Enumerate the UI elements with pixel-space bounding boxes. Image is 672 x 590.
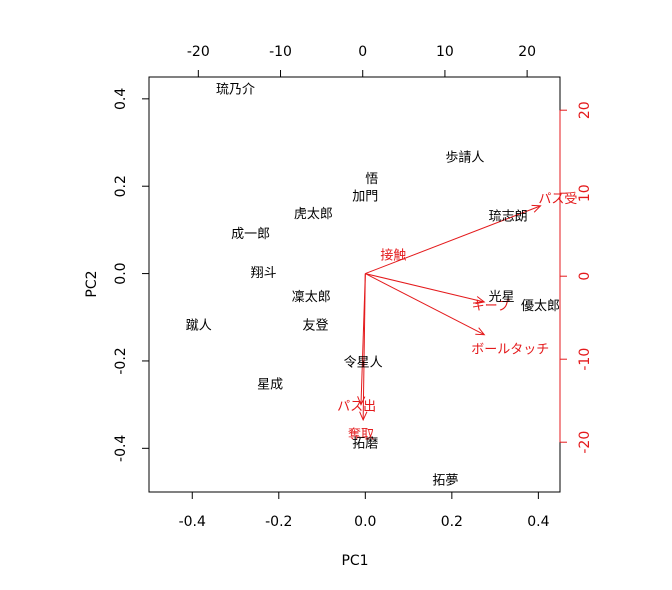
y-tick-label: -0.4	[113, 435, 129, 462]
point-label: 琉乃介	[216, 83, 255, 98]
point-label: 友登	[303, 318, 329, 334]
point-label: 歩請人	[445, 150, 484, 165]
right-tick-label: 0	[577, 272, 593, 281]
variable-arrowhead	[475, 296, 486, 305]
variable-label: パス受	[538, 192, 577, 207]
point-label: 成一郎	[231, 227, 270, 242]
point-label: 悟	[365, 172, 378, 187]
x-tick-label: -0.4	[179, 514, 206, 530]
point-label: 光星	[489, 290, 515, 305]
variable-arrow	[365, 273, 485, 336]
top-axis: -20 -10 0 10 20	[187, 44, 536, 78]
point-label: 虎太郎	[294, 207, 333, 222]
variable-label: 接触	[380, 248, 406, 264]
point-label: 星成	[257, 377, 283, 392]
top-tick-label: 20	[518, 44, 536, 60]
variable-arrowhead	[531, 204, 542, 213]
variable-label: パス出	[337, 399, 376, 414]
variable-label: キープ	[472, 299, 510, 314]
right-tick-label: 10	[577, 184, 593, 202]
left-axis: -0.4 -0.2 0.0 0.2 0.4	[113, 88, 150, 462]
variable-arrow	[365, 205, 541, 275]
point-label: 令星人	[344, 356, 383, 371]
right-tick-label: -20	[577, 431, 593, 454]
y-tick-label: 0.2	[113, 175, 129, 197]
point-label: 加門	[352, 190, 378, 205]
point-label: 拓夢	[432, 474, 458, 489]
point-label: 凜太郎	[292, 290, 331, 305]
variable-arrowhead	[475, 327, 486, 336]
point-label: 蹴人	[186, 319, 212, 334]
right-tick-label: 20	[577, 101, 593, 119]
x-tick-label: -0.2	[265, 514, 292, 530]
right-axis: -20 -10 0 10 20	[559, 101, 593, 454]
variable-label: 奪取	[348, 427, 374, 443]
point-label: 優太郎	[521, 299, 560, 314]
top-tick-label: -10	[269, 44, 292, 60]
right-tick-label: -10	[577, 348, 593, 371]
top-tick-label: 0	[358, 44, 367, 60]
top-tick-label: -20	[187, 44, 210, 60]
point-label: 琉志朗	[489, 209, 528, 224]
point-label: 拓磨	[352, 436, 378, 451]
variable-arrow	[362, 273, 366, 420]
point-label: 翔斗	[251, 266, 277, 281]
y-tick-label: -0.2	[113, 347, 129, 374]
bottom-axis: -0.4 -0.2 0.0 0.2 0.4	[179, 491, 550, 530]
x-tick-label: 0.2	[441, 514, 463, 530]
variable-label: ボールタッチ	[471, 343, 549, 358]
x-tick-label: 0.0	[354, 514, 376, 530]
y-tick-label: 0.0	[113, 262, 129, 284]
y-tick-label: 0.4	[113, 88, 129, 110]
x-axis-label: PC1	[341, 553, 368, 569]
variable-arrowhead	[359, 411, 368, 422]
x-tick-label: 0.4	[527, 514, 549, 530]
variable-arrow	[365, 273, 485, 303]
top-tick-label: 10	[436, 44, 454, 60]
y-axis-label: PC2	[84, 270, 100, 297]
